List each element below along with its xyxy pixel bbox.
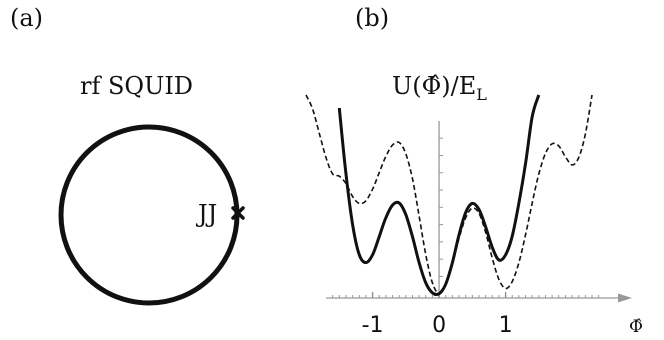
- plot-title-main: U(Φ̂)/E: [392, 72, 477, 100]
- junction-cross-icon: [231, 206, 245, 220]
- panel-b-label: (b): [355, 4, 390, 32]
- x-tick-label: -1: [362, 313, 384, 338]
- plot-title: U(Φ̂)/EL: [392, 72, 487, 104]
- junction-label: JJ: [198, 200, 218, 228]
- plot-title-subscript: L: [476, 84, 487, 104]
- panel-a-label: (a): [10, 4, 44, 32]
- x-axis-label: Φ̂: [629, 317, 643, 337]
- squid-title: rf SQUID: [80, 72, 194, 100]
- curves: [305, 94, 593, 297]
- x-axis-arrowhead: [618, 293, 632, 303]
- x-tick-label: 0: [432, 313, 446, 338]
- x-tick-labels: -1 0 1: [362, 313, 513, 338]
- dashed-potential-curve: [305, 94, 593, 295]
- x-tick-label: 1: [499, 313, 513, 338]
- squid-loop: [58, 124, 240, 306]
- potential-plot: -1 0 1 Φ̂: [305, 94, 643, 338]
